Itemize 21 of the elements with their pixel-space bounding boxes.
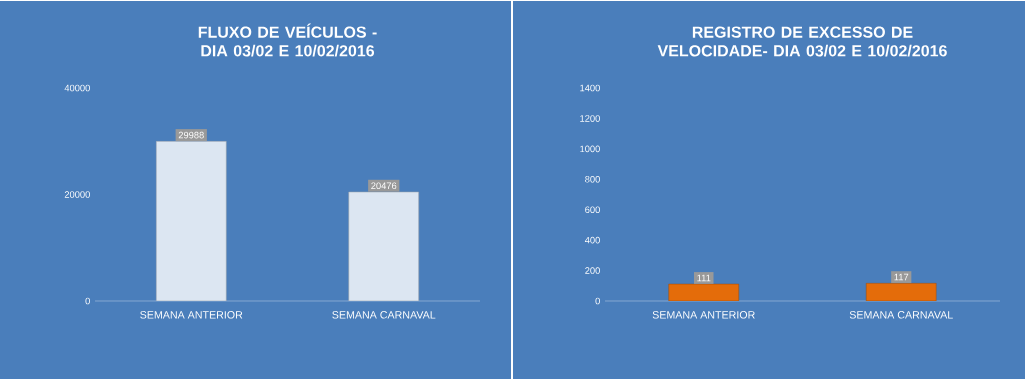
y-tick-label: 0 <box>85 297 90 305</box>
x-tick-label: SEMANA CARNAVAL <box>849 311 953 319</box>
y-tick-label: 400 <box>584 236 600 244</box>
y-tick-label: 20000 <box>64 191 90 198</box>
data-label: 117 <box>894 273 909 281</box>
y-tick-label: 1000 <box>580 145 600 153</box>
data-label: 20476 <box>371 182 397 190</box>
data-label: 29988 <box>178 131 204 139</box>
y-tick-label: 200 <box>585 267 600 274</box>
x-tick-label: SEMANA CARNAVAL <box>332 311 436 319</box>
y-tick-label: 0 <box>595 297 600 305</box>
x-tick-label: SEMANA ANTERIOR <box>652 311 755 319</box>
y-tick-label: 800 <box>585 176 600 183</box>
chart-title: FLUXO DE VEÍCULOS - DIA 03/02 E 10/02/2016 <box>198 23 377 57</box>
y-tick-label: 40000 <box>64 84 90 92</box>
data-label: 111 <box>697 274 711 282</box>
y-tick-label: 600 <box>585 206 600 214</box>
y-tick-label: 1200 <box>580 115 600 122</box>
chart-title: REGISTRO DE EXCESSO DE VELOCIDADE- DIA 03/02 E 10/02/2016 <box>657 26 947 57</box>
x-tick-label: SEMANA ANTERIOR <box>140 311 243 319</box>
y-tick-label: 1400 <box>580 84 600 92</box>
